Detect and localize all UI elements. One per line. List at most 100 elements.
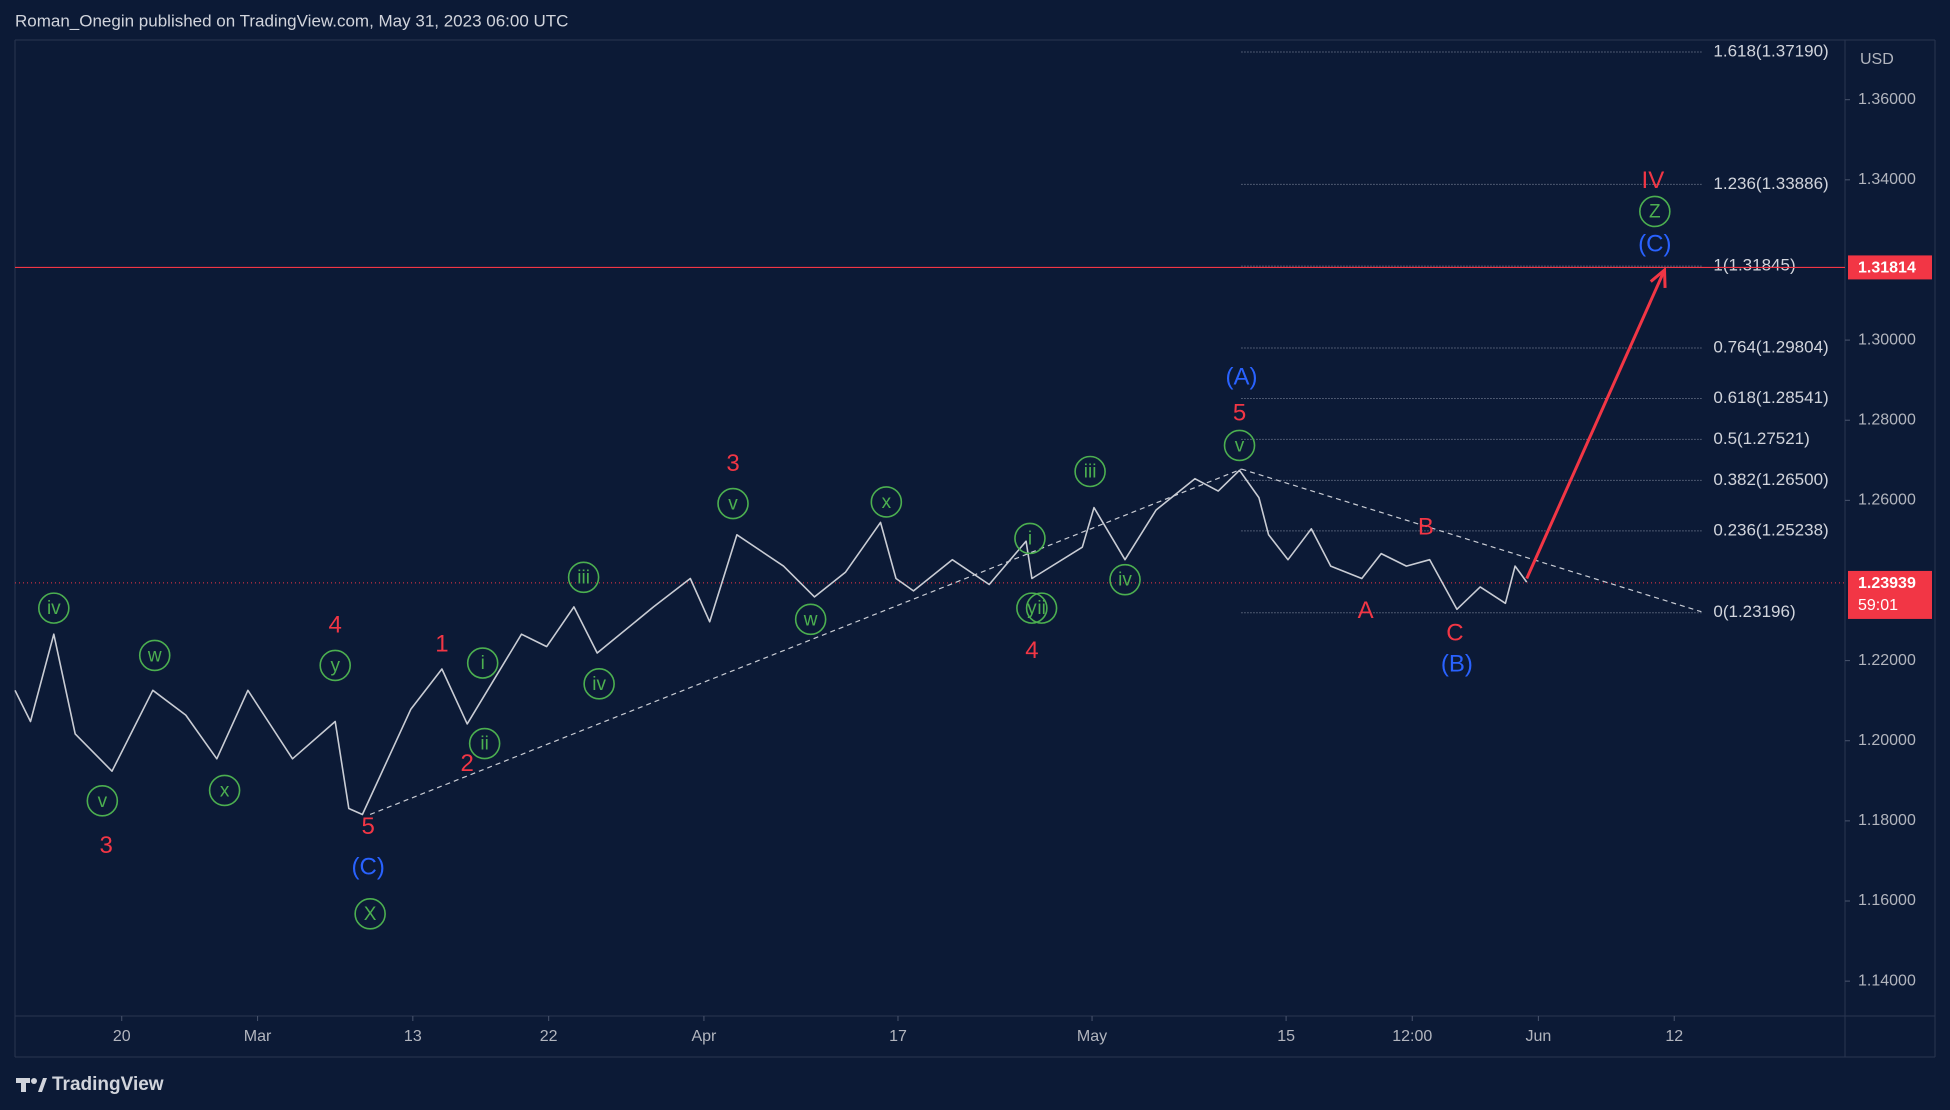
wave-label: (C): [352, 853, 385, 880]
x-tick-label: May: [1077, 1028, 1107, 1045]
header: Roman_Onegin published on TradingView.co…: [15, 11, 568, 30]
y-tick-label: 1.20000: [1858, 732, 1916, 749]
wave-label: w: [803, 609, 818, 630]
x-tick-label: 22: [540, 1028, 558, 1045]
logo-part: [21, 1078, 26, 1092]
wave-label: iii: [1084, 462, 1097, 483]
fib-label: 1.618(1.37190): [1713, 42, 1828, 61]
logo-part: [38, 1078, 47, 1092]
wave-circle: [208, 774, 241, 807]
wave-label: Z: [1649, 201, 1661, 222]
fib-label: 0.5(1.27521): [1713, 429, 1809, 448]
wave-label: (A): [1225, 363, 1257, 390]
x-tick-label: Jun: [1525, 1028, 1551, 1045]
forecast-arrow: [1525, 269, 1666, 580]
wave-label: B: [1418, 514, 1434, 541]
logo-part: [31, 1078, 37, 1084]
wave-label: 5: [362, 813, 375, 840]
y-tick-label: 1.36000: [1858, 91, 1916, 108]
x-tick-label: 12: [1665, 1028, 1683, 1045]
x-tick-label: 17: [889, 1028, 907, 1045]
wave-circle: [794, 603, 827, 636]
wave-label: X: [364, 904, 377, 925]
wave-label: 2: [460, 750, 473, 777]
countdown: 59:01: [1858, 597, 1898, 614]
wave-label: 1: [435, 631, 448, 658]
x-tick-label: 12:00: [1392, 1028, 1432, 1045]
wave-label: i: [1028, 528, 1032, 549]
wave-circle: [717, 487, 749, 520]
wave-label: 3: [726, 450, 739, 477]
wave-label: ii: [1037, 598, 1045, 619]
x-tick-label: Mar: [244, 1028, 272, 1045]
fib-label: 0(1.23196): [1713, 602, 1795, 621]
wave-circle: [1109, 563, 1141, 596]
y-tick-label: 1.26000: [1858, 492, 1916, 509]
wave-label: 4: [1025, 637, 1038, 664]
y-tick-label: 1.16000: [1858, 892, 1916, 909]
price-line-label: 1.31814: [1858, 260, 1916, 277]
y-tick-label: 1.30000: [1858, 331, 1916, 348]
wave-label: ii: [480, 734, 488, 755]
arrow-head: [1649, 266, 1667, 289]
wave-label: iv: [592, 674, 606, 695]
wave-label: iv: [1118, 570, 1132, 591]
wave-label: 3: [100, 832, 113, 859]
fib-label: 1(1.31845): [1713, 256, 1795, 275]
wave-circle: [870, 486, 903, 518]
currency: USD: [1860, 51, 1894, 68]
wave-circle: [138, 639, 171, 672]
wave-circle: [319, 649, 352, 682]
plot-area: 1.618(1.37190) 1.236(1.33886) 1(1.31845) 0.…: [14, 42, 1845, 930]
y-tick-label: 1.14000: [1858, 972, 1916, 989]
wave-label: (C): [1638, 230, 1671, 257]
last-price-label: 1.23939: [1858, 575, 1916, 592]
wave-circle: [466, 647, 499, 679]
wave-label: v: [98, 791, 108, 812]
wave-circle: [1025, 592, 1058, 624]
fib-label: 0.236(1.25238): [1713, 520, 1828, 539]
wave-label: x: [882, 492, 892, 513]
wave-label: v: [1235, 435, 1245, 456]
wave-label: x: [220, 780, 230, 801]
footer-brand: TradingView: [52, 1074, 164, 1095]
wave-circle: [583, 668, 615, 700]
y-tick-label: 1.28000: [1858, 411, 1916, 428]
price-line-box: [1848, 255, 1932, 280]
wave-circle: [1074, 455, 1106, 488]
wave-circle: [354, 898, 386, 930]
wave-label: C: [1446, 619, 1463, 646]
wave-circle: [468, 727, 501, 760]
wave-label: i: [481, 653, 485, 674]
price-line-series: [14, 469, 1528, 816]
y-tick-label: 1.34000: [1858, 171, 1916, 188]
wave-label: IV: [1642, 167, 1665, 194]
wave-label: 5: [1233, 399, 1246, 426]
wave-circle: [1016, 592, 1048, 624]
x-tick-label: 20: [113, 1028, 131, 1045]
wave-label: iii: [577, 567, 590, 588]
wave-label: A: [1358, 597, 1374, 624]
y-tick-label: 1.22000: [1858, 652, 1916, 669]
wave-circle: [567, 561, 600, 594]
wave-label: iv: [47, 598, 61, 619]
wave-circle: [1639, 195, 1671, 228]
y-tick-label: 1.18000: [1858, 812, 1916, 829]
wave-label: y: [1027, 598, 1037, 619]
x-tick-label: 15: [1277, 1028, 1295, 1045]
trend-line: [369, 468, 1242, 816]
wave-circle: [38, 592, 70, 624]
logo: [16, 1078, 47, 1092]
fib-label: 1.236(1.33886): [1713, 174, 1828, 193]
wave-circle: [86, 785, 119, 817]
fib-label: 0.382(1.26500): [1713, 470, 1828, 489]
wave-label: (B): [1441, 651, 1473, 678]
wave-circle: [1223, 429, 1256, 462]
wave-label: w: [147, 645, 162, 666]
x-tick-label: 13: [404, 1028, 422, 1045]
fib-label: 0.618(1.28541): [1713, 388, 1828, 407]
wave-label: 4: [329, 612, 342, 639]
